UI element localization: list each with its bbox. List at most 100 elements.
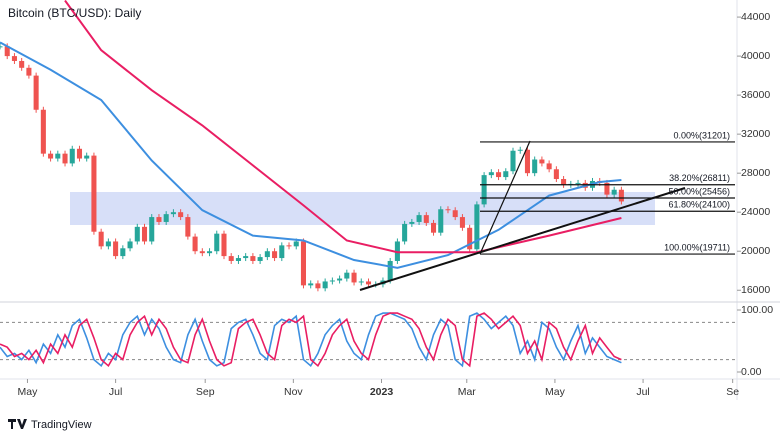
candle bbox=[402, 223, 408, 242]
candle bbox=[40, 109, 46, 154]
moving-average bbox=[0, 41, 622, 269]
candle bbox=[459, 217, 465, 228]
oscillator-line bbox=[0, 312, 622, 368]
candle bbox=[553, 169, 559, 180]
candle bbox=[91, 155, 97, 232]
candle bbox=[365, 281, 372, 285]
candle bbox=[192, 236, 198, 252]
candle bbox=[257, 257, 263, 261]
x-tick-label: Jul bbox=[109, 386, 122, 398]
candle bbox=[141, 226, 148, 242]
y-tick-label: 44000 bbox=[741, 11, 770, 23]
candle bbox=[235, 258, 241, 261]
candle bbox=[199, 251, 205, 254]
chart-title: Bitcoin (BTC/USD): Daily bbox=[8, 6, 141, 20]
candle bbox=[488, 172, 494, 176]
y-tick-label: 24000 bbox=[741, 206, 770, 218]
x-tick-label: May bbox=[18, 386, 39, 398]
candle bbox=[496, 172, 502, 178]
brand: TradingView bbox=[31, 419, 92, 431]
candle bbox=[344, 272, 350, 279]
candle bbox=[503, 171, 509, 178]
candle bbox=[113, 241, 119, 257]
x-tick-label: Nov bbox=[284, 386, 303, 398]
x-tick-label: May bbox=[545, 386, 566, 398]
candle bbox=[532, 159, 538, 174]
candle bbox=[127, 241, 133, 249]
osc-tick-label: 0.00 bbox=[741, 366, 762, 378]
candle bbox=[33, 75, 39, 110]
candle bbox=[48, 153, 54, 159]
fib-label: 61.80%(24100) bbox=[668, 200, 730, 210]
fib-label: 100.00%(19711) bbox=[664, 242, 730, 252]
candle bbox=[279, 245, 285, 259]
candle bbox=[55, 153, 61, 159]
candle bbox=[561, 179, 567, 185]
candle bbox=[409, 221, 415, 224]
candle bbox=[26, 67, 32, 76]
candle bbox=[264, 251, 270, 258]
plot-area: 0.00%(31201) 38.20%(26811) 50.00%(25456) 61… bbox=[0, 0, 735, 292]
candle bbox=[163, 214, 169, 222]
candle bbox=[228, 256, 234, 261]
x-tick-label: Se bbox=[726, 386, 739, 398]
candle bbox=[98, 231, 104, 247]
candle bbox=[546, 163, 552, 170]
candle bbox=[387, 260, 393, 281]
candle bbox=[604, 182, 610, 195]
y-tick-label: 28000 bbox=[741, 167, 770, 179]
candle bbox=[467, 227, 473, 250]
fib-label: 50.00%(25456) bbox=[668, 186, 730, 196]
candle bbox=[517, 149, 523, 151]
candle bbox=[510, 150, 516, 172]
logo: TradingView bbox=[8, 419, 92, 431]
y-tick-label: 32000 bbox=[741, 128, 770, 140]
candle bbox=[438, 209, 444, 233]
candle bbox=[286, 245, 292, 247]
candle bbox=[358, 281, 364, 283]
candle bbox=[0, 46, 3, 48]
candle bbox=[120, 248, 126, 257]
candle bbox=[618, 189, 624, 202]
y-tick-label: 36000 bbox=[741, 89, 770, 101]
candle bbox=[178, 212, 184, 218]
candle bbox=[452, 210, 458, 218]
logo-icon bbox=[8, 419, 27, 429]
x-tick-label: Jul bbox=[636, 386, 649, 398]
candle bbox=[11, 56, 17, 61]
trend-line bbox=[359, 187, 686, 291]
candle bbox=[272, 251, 278, 259]
candle bbox=[134, 226, 140, 242]
candle bbox=[250, 256, 256, 261]
candle bbox=[431, 222, 437, 233]
fib-label: 38.20%(26811) bbox=[669, 173, 730, 183]
y-tick-label: 20000 bbox=[741, 245, 770, 257]
candle bbox=[351, 272, 357, 283]
y-tick-label: 16000 bbox=[741, 284, 770, 296]
x-tick-label: Sep bbox=[196, 386, 215, 398]
candle bbox=[185, 217, 191, 237]
candle bbox=[337, 278, 343, 281]
candle bbox=[156, 217, 162, 222]
candle bbox=[149, 217, 155, 242]
candle bbox=[539, 159, 545, 164]
y-tick-label: 40000 bbox=[741, 50, 770, 62]
candle bbox=[315, 283, 321, 289]
candle bbox=[474, 204, 480, 250]
candle bbox=[322, 281, 328, 289]
x-tick-label: Mar bbox=[458, 386, 477, 398]
candle bbox=[221, 233, 227, 257]
candle bbox=[19, 60, 25, 68]
candle bbox=[416, 215, 422, 222]
osc-tick-label: 100.00 bbox=[741, 304, 773, 316]
candle bbox=[611, 189, 617, 195]
candle bbox=[423, 215, 429, 223]
candle bbox=[69, 148, 75, 164]
candle bbox=[62, 153, 68, 164]
candle bbox=[105, 241, 111, 247]
candle bbox=[575, 182, 581, 184]
candle bbox=[84, 155, 90, 159]
candle bbox=[76, 148, 83, 159]
